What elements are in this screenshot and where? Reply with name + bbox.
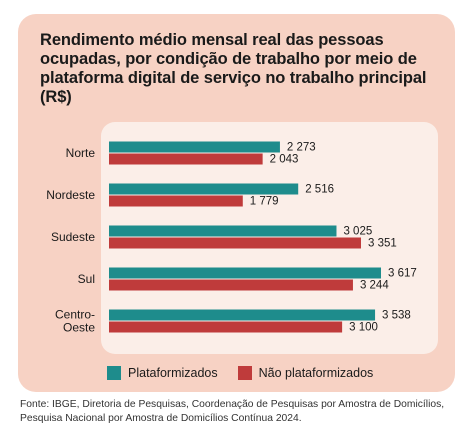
value-label-nordeste-nao-plataformizados: 1 779 (250, 196, 279, 208)
bar-norte-nao-plataformizados (109, 153, 263, 165)
bar-norte-plataformizados (109, 141, 280, 153)
category-label-sul: Sul (78, 272, 95, 286)
value-label-sudeste-plataformizados: 3 025 (343, 226, 372, 238)
value-label-centro-oeste-nao-plataformizados: 3 100 (349, 322, 378, 334)
legend-item-nao-plataformizados: Não plataformizados (237, 366, 374, 380)
value-label-norte-plataformizados: 2 273 (287, 142, 316, 154)
legend: Plataformizados Não plataformizados (107, 366, 393, 380)
category-label-norte: Norte (66, 146, 96, 160)
value-label-norte-nao-plataformizados: 2 043 (270, 154, 299, 166)
value-label-sul-nao-plataformizados: 3 244 (360, 280, 389, 292)
value-label-centro-oeste-plataformizados: 3 538 (382, 310, 411, 322)
legend-label-nao-plataformizados: Não plataformizados (258, 366, 374, 380)
legend-item-plataformizados: Plataformizados (107, 366, 218, 380)
value-label-sul-plataformizados: 3 617 (388, 268, 417, 280)
legend-swatch-nao-plataformizados (237, 366, 252, 380)
bar-centro-oeste-nao-plataformizados (109, 321, 343, 333)
source-note: Fonte: IBGE, Diretoria de Pesquisas, Coo… (20, 399, 445, 424)
chart-title: Rendimento médio mensal real das pessoas… (40, 31, 427, 106)
bar-centro-oeste-plataformizados (109, 309, 376, 321)
bar-sul-nao-plataformizados (109, 279, 353, 291)
bar-nordeste-plataformizados (109, 183, 299, 195)
value-label-sudeste-nao-plataformizados: 3 351 (368, 238, 397, 250)
category-label-nordeste: Nordeste (46, 188, 95, 202)
category-label-centro-oeste: Centro-Oeste (55, 308, 95, 335)
value-label-nordeste-plataformizados: 2 516 (305, 184, 334, 196)
bar-sudeste-nao-plataformizados (109, 237, 361, 249)
bar-sul-plataformizados (109, 267, 381, 279)
legend-swatch-plataformizados (107, 366, 121, 380)
bar-nordeste-nao-plataformizados (109, 195, 243, 207)
category-label-sudeste: Sudeste (51, 230, 95, 244)
legend-label-plataformizados: Plataformizados (128, 366, 218, 380)
bar-sudeste-plataformizados (109, 225, 337, 237)
